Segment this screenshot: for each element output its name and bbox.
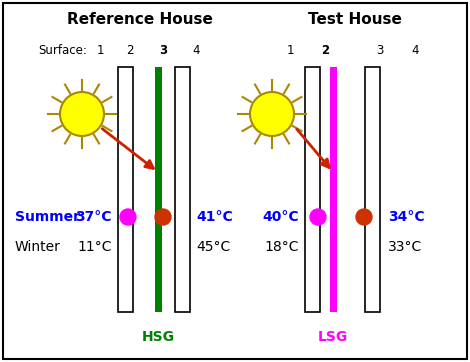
Circle shape — [310, 209, 326, 225]
Text: 2: 2 — [126, 43, 134, 56]
Text: 1: 1 — [96, 43, 104, 56]
Text: Test House: Test House — [308, 13, 402, 28]
Text: 4: 4 — [192, 43, 200, 56]
Bar — [155, 67, 162, 312]
Circle shape — [120, 209, 136, 225]
Text: 11°C: 11°C — [78, 240, 112, 254]
Text: 3: 3 — [159, 43, 167, 56]
Circle shape — [250, 92, 294, 136]
Text: HSG: HSG — [141, 330, 174, 344]
Text: 18°C: 18°C — [265, 240, 299, 254]
Circle shape — [155, 209, 171, 225]
Circle shape — [60, 92, 104, 136]
Bar — [305, 67, 320, 312]
Bar — [175, 67, 190, 312]
Text: Reference House: Reference House — [67, 13, 213, 28]
Text: Winter: Winter — [15, 240, 61, 254]
Text: 33°C: 33°C — [388, 240, 422, 254]
Text: 34°C: 34°C — [388, 210, 424, 224]
Text: 40°C: 40°C — [262, 210, 299, 224]
Text: 2: 2 — [321, 43, 329, 56]
Bar — [330, 67, 337, 312]
Bar — [365, 67, 380, 312]
Circle shape — [356, 209, 372, 225]
Text: 45°C: 45°C — [196, 240, 230, 254]
Text: Surface:: Surface: — [38, 43, 87, 56]
Text: 4: 4 — [411, 43, 419, 56]
Text: Summer: Summer — [15, 210, 80, 224]
Text: 1: 1 — [286, 43, 294, 56]
Bar — [118, 67, 133, 312]
Text: LSG: LSG — [318, 330, 348, 344]
Text: 41°C: 41°C — [196, 210, 233, 224]
Text: 3: 3 — [376, 43, 384, 56]
Text: 37°C: 37°C — [76, 210, 112, 224]
